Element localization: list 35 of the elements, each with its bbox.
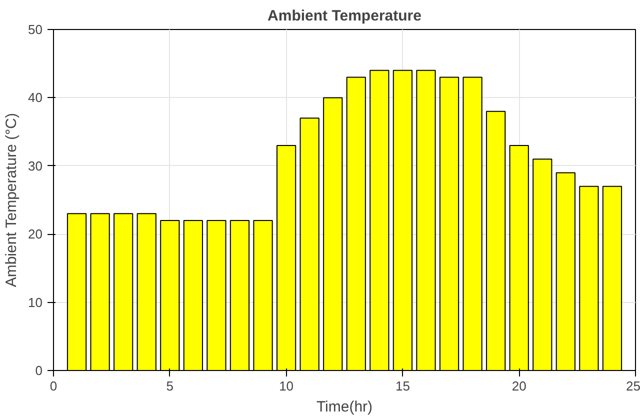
- bar: [346, 76, 366, 370]
- x-tick-label: 5: [166, 378, 174, 394]
- x-tick-label: 10: [279, 378, 294, 394]
- chart-title: Ambient Temperature: [268, 8, 422, 24]
- y-tick-label: 0: [35, 363, 43, 378]
- bar: [90, 213, 110, 370]
- y-axis-title: Ambient Temperature (°C): [3, 113, 20, 288]
- x-tick-label: 0: [50, 378, 58, 394]
- bar: [206, 220, 226, 370]
- x-axis-title: Time(hr): [316, 398, 373, 416]
- bar: [486, 110, 506, 370]
- bar: [579, 186, 599, 370]
- x-tick-label: 25: [626, 378, 640, 394]
- bar: [183, 220, 203, 370]
- x-tick-label: 20: [512, 378, 526, 394]
- bar: [556, 172, 576, 370]
- bar: [462, 76, 482, 370]
- y-tick-label: 30: [28, 158, 43, 174]
- y-tick-label: 50: [28, 22, 43, 37]
- x-tick-label: 15: [395, 378, 410, 394]
- bar: [532, 158, 552, 370]
- bar: [370, 70, 390, 370]
- bar: [253, 220, 273, 370]
- bar: [439, 76, 460, 370]
- bar: [230, 220, 250, 370]
- bar: [114, 213, 134, 370]
- bar: [416, 70, 436, 370]
- bar: [66, 213, 87, 370]
- y-tick-label: 20: [28, 226, 43, 242]
- y-tick-label: 40: [28, 90, 43, 106]
- bar: [300, 118, 320, 370]
- y-tick-label: 10: [28, 294, 43, 310]
- bar: [136, 213, 156, 370]
- bar: [323, 97, 343, 370]
- bar: [602, 186, 622, 370]
